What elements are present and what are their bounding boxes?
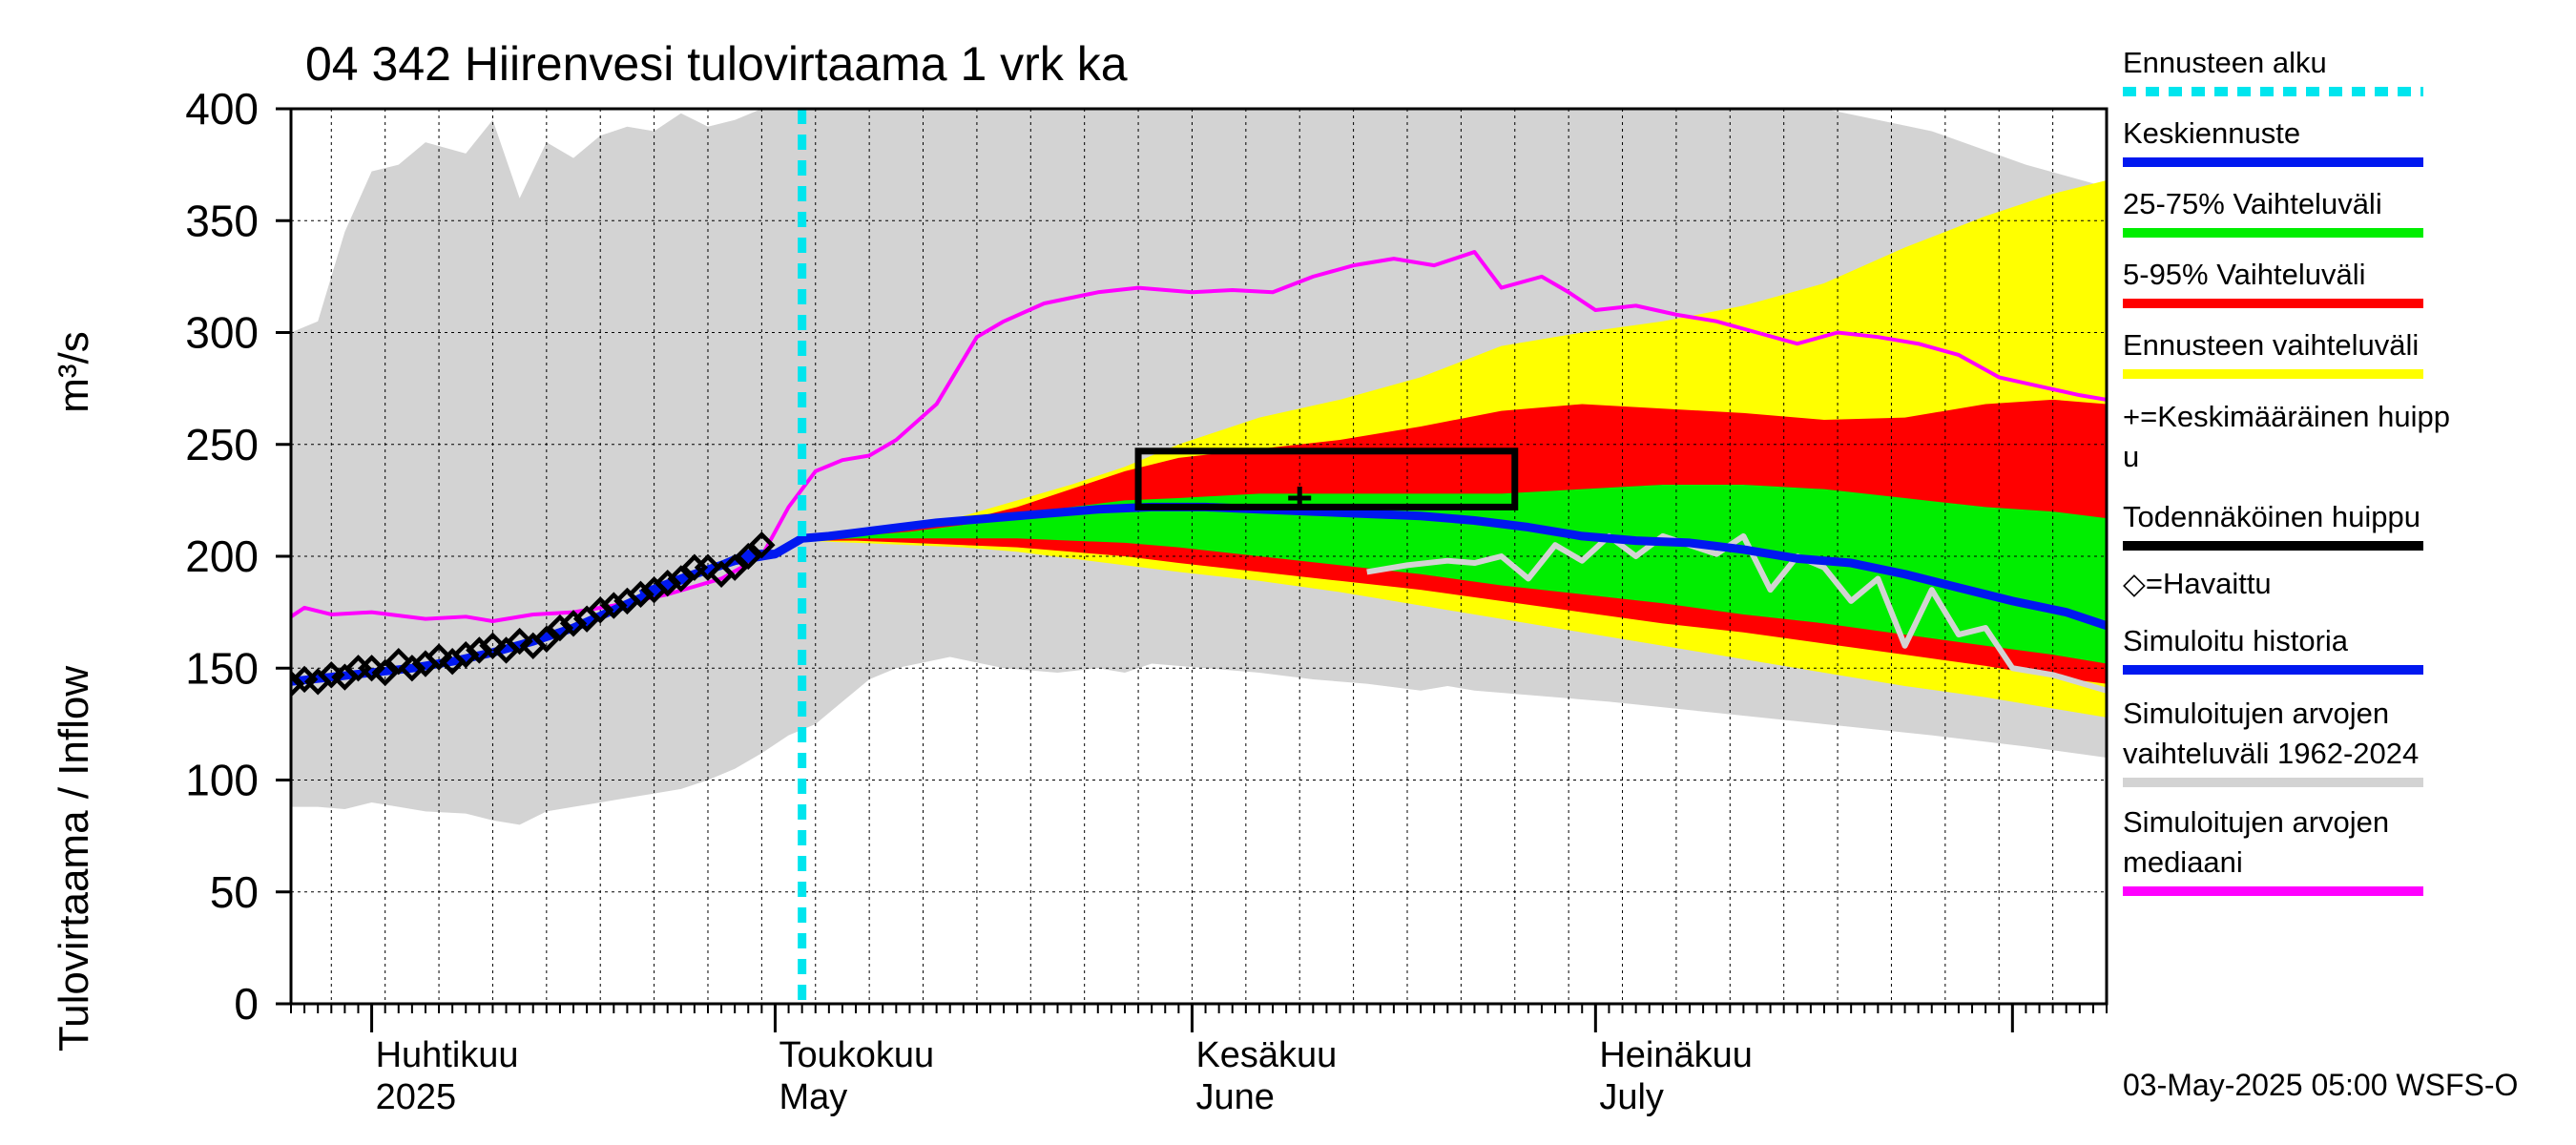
legend: Ennusteen alku Keskiennuste 25-75% Vaihtel… [2123,46,2450,896]
observed-point [694,553,722,581]
observed-point [384,648,412,676]
observed-point [587,596,614,624]
y-axis-unit: m³/s [51,331,97,413]
legend-label-mean: Keskiennuste [2123,116,2300,150]
chart-title: 04 342 Hiirenvesi tulovirtaama 1 vrk ka [305,37,1128,91]
x-month-sublabel: May [779,1077,847,1117]
x-month-sublabel: June [1195,1077,1274,1117]
y-tick-label: 300 [185,308,259,358]
x-month-sublabel: July [1599,1077,1664,1117]
legend-label-forecast_start: Ennusteen alku [2123,46,2327,79]
legend-label-hist_median: mediaani [2123,845,2243,879]
legend-label-hist_range: vaihteluväli 1962-2024 [2123,737,2419,770]
likely-peak-box [1134,448,1519,510]
legend-label-range: Ennusteen vaihteluväli [2123,328,2419,362]
y-tick-label: 200 [185,531,259,581]
observed-point [667,565,695,593]
legend-label-observed: ◇=Havaittu [2123,567,2272,600]
y-tick-label: 50 [210,867,259,917]
mean-forecast-line [638,502,2107,630]
lines [291,109,2107,1004]
observed-point [425,643,453,671]
observed-point [371,658,399,687]
y-tick-label: 0 [234,979,259,1029]
observed-point [398,655,426,682]
x-month-label: Huhtikuu [376,1035,519,1075]
bands [291,109,2107,825]
footer-timestamp: 03-May-2025 05:00 WSFS-O [2123,1068,2518,1102]
legend-label-hist_range: Simuloitujen arvojen [2123,697,2389,730]
legend-label-likely_peak: Todennäköinen huippu [2123,500,2420,533]
x-month-label: Kesäkuu [1195,1035,1337,1075]
x-month-label: Toukokuu [779,1035,934,1075]
band-25-75 [801,484,2107,664]
observed-point [559,610,588,637]
observed-point [720,553,749,581]
observed-point [506,627,533,656]
observed-point [735,542,762,571]
y-axis-label: Tulovirtaama / Inflow [51,666,97,1052]
legend-label-sim_history: Simuloitu historia [2123,624,2349,657]
observed-point [291,670,305,697]
x-month-label: Heinäkuu [1599,1035,1753,1075]
y-tick-label: 100 [185,756,259,805]
y-tick-label: 400 [185,84,259,134]
observed-point [452,640,480,669]
observed-point [748,531,776,559]
observed-point [654,569,681,597]
mean-peak-marker [1288,487,1312,510]
observed-point [358,655,385,682]
legend-label-mean_peak: u [2123,440,2139,473]
observed-point [466,636,493,664]
legend-label-p5_95: 5-95% Vaihteluväli [2123,258,2365,291]
legend-label-mean_peak: +=Keskimääräinen huipp [2123,400,2450,433]
observed-point [479,632,507,659]
legend-label-p25_75: 25-75% Vaihteluväli [2123,187,2382,220]
y-tick-label: 350 [185,196,259,245]
legend-label-hist_median: Simuloitujen arvojen [2123,805,2389,839]
y-tick-label: 150 [185,643,259,693]
x-month-sublabel: 2025 [376,1077,457,1117]
observed-point [600,592,628,619]
observed-point [532,625,561,653]
y-tick-label: 250 [185,420,259,469]
observed-point [546,614,574,642]
observed-point [627,580,654,609]
